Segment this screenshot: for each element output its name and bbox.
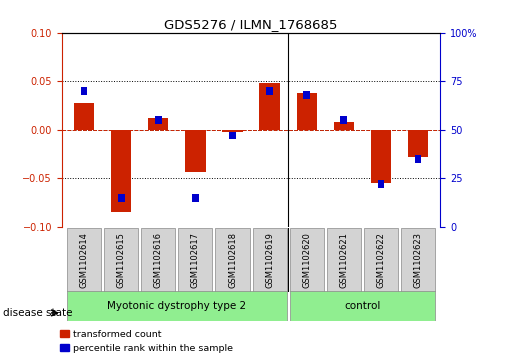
Bar (111, 130, 131, 212)
Text: GSM1102619: GSM1102619 (265, 232, 274, 288)
Text: GSM1102618: GSM1102618 (228, 232, 237, 288)
Bar (215, 228, 250, 292)
Text: disease state: disease state (3, 308, 72, 318)
Bar (364, 228, 398, 292)
Bar (118, 194, 125, 201)
Text: GSM1102614: GSM1102614 (79, 232, 89, 288)
Bar (371, 130, 391, 183)
Bar (260, 83, 280, 130)
Bar (222, 130, 243, 132)
Bar (74, 103, 94, 130)
Bar (297, 93, 317, 130)
Bar (104, 228, 138, 292)
Text: GSM1102621: GSM1102621 (339, 232, 348, 288)
Bar (266, 87, 273, 95)
Text: GSM1102616: GSM1102616 (154, 232, 163, 288)
Text: GSM1102615: GSM1102615 (117, 232, 126, 288)
Text: GSM1102623: GSM1102623 (414, 232, 423, 288)
Text: GSM1102622: GSM1102622 (376, 232, 385, 288)
Bar (334, 122, 354, 130)
Bar (148, 118, 168, 130)
Bar (141, 228, 175, 292)
Text: control: control (344, 301, 381, 311)
Text: Myotonic dystrophy type 2: Myotonic dystrophy type 2 (107, 301, 246, 311)
Bar (229, 132, 236, 139)
Bar (185, 130, 205, 172)
Bar (327, 228, 361, 292)
Bar (377, 180, 384, 188)
Bar (401, 228, 435, 292)
Bar (303, 91, 310, 99)
Bar (415, 155, 421, 163)
Bar (67, 228, 101, 292)
Text: GSM1102620: GSM1102620 (302, 232, 311, 288)
Bar (178, 228, 213, 292)
Bar (340, 116, 347, 124)
Bar (252, 228, 287, 292)
Bar (192, 194, 199, 201)
Bar (289, 228, 324, 292)
Legend: transformed count, percentile rank within the sample: transformed count, percentile rank withi… (56, 326, 237, 356)
Bar (155, 116, 162, 124)
Text: GSM1102617: GSM1102617 (191, 232, 200, 288)
Bar (67, 291, 287, 321)
Bar (81, 87, 88, 95)
Bar (289, 291, 435, 321)
Bar (408, 130, 428, 157)
Title: GDS5276 / ILMN_1768685: GDS5276 / ILMN_1768685 (164, 19, 338, 32)
